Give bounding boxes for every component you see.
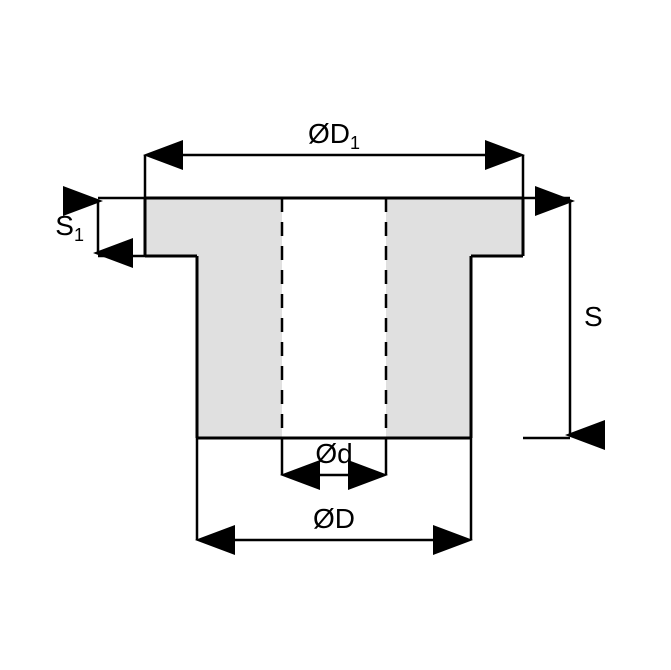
d-label: Ød	[315, 438, 352, 469]
D1-label: ØD1	[308, 118, 360, 153]
S-label: S	[584, 301, 603, 332]
part-section-right	[386, 198, 523, 438]
D-label: ØD	[313, 503, 355, 534]
part-section-left	[145, 198, 282, 438]
S1-label: S1	[55, 210, 84, 245]
bushing-cross-section: ØD1 Ød ØD S1 S	[0, 0, 671, 670]
